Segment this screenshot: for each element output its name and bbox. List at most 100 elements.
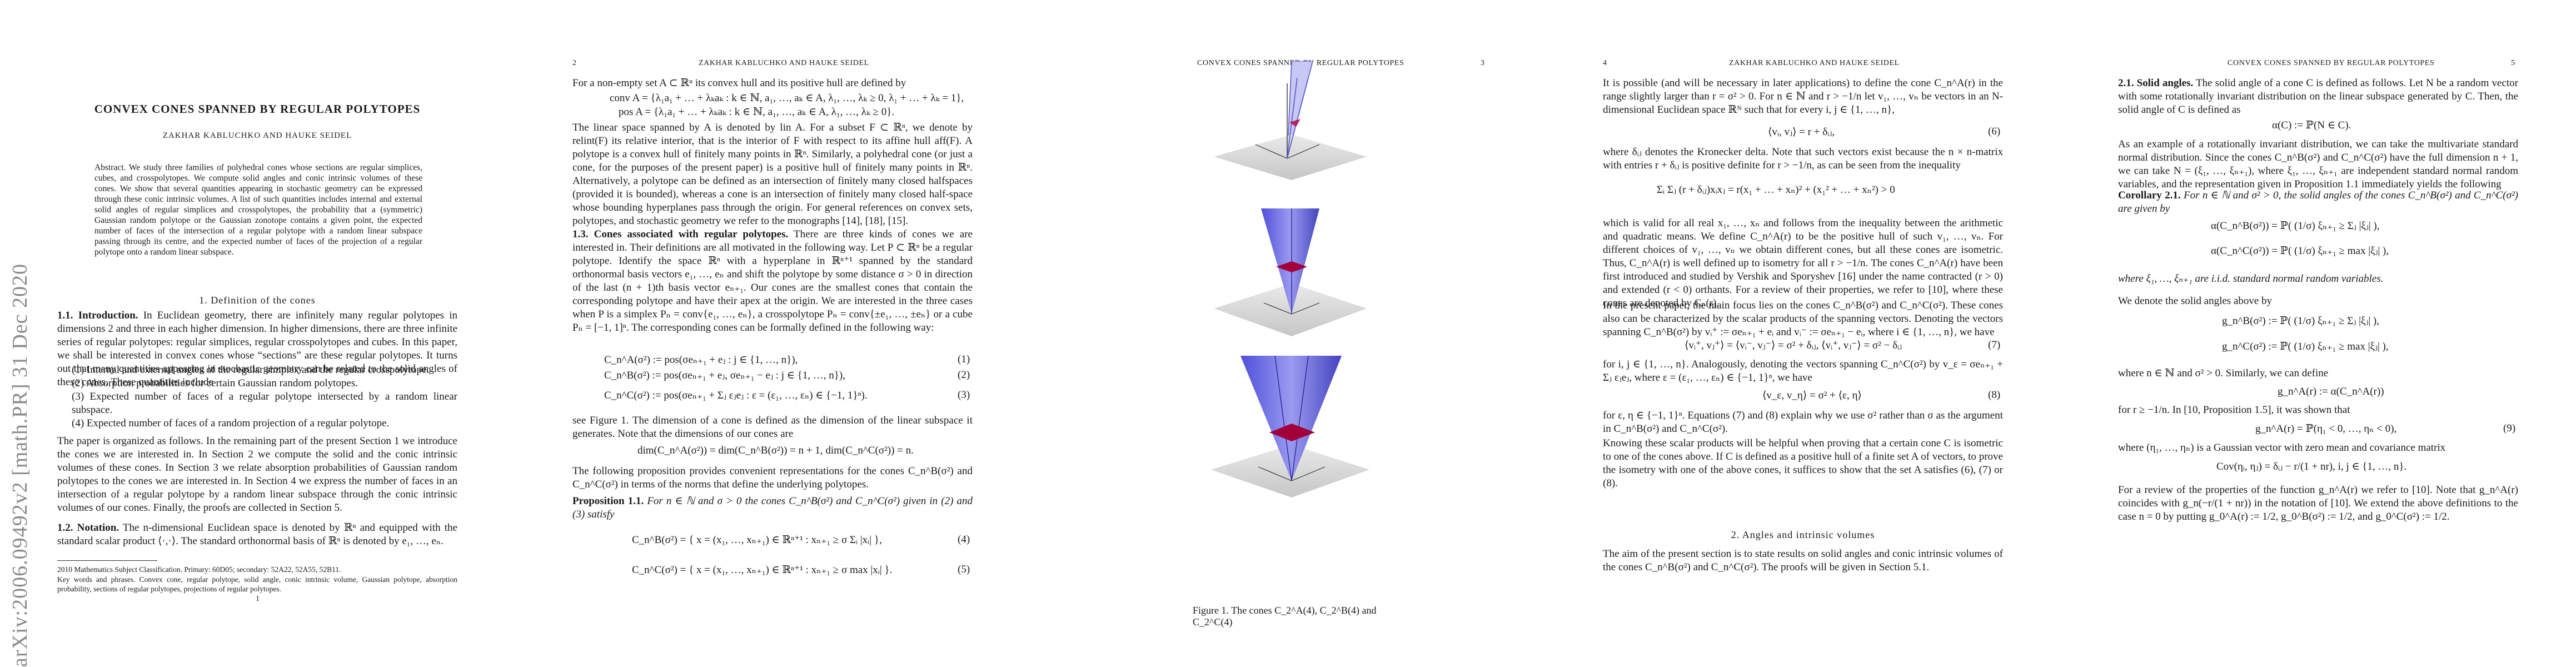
equation-dim: dim(C_n^A(σ²)) = dim(C_n^B(σ²)) = n + 1,… <box>637 445 914 456</box>
section-2-1: 2.1. Solid angles. The solid angle of a … <box>2118 77 2518 117</box>
corollary-2-1: Corollary 2.1. For n ∈ ℕ and σ² > 0, the… <box>2118 189 2518 216</box>
cone-simplex <box>1214 61 1367 180</box>
sigma-paragraph: for ε, η ∈ {−1, 1}ⁿ. Equations (7) and (… <box>1603 410 2003 435</box>
kronecker-paragraph: where δᵢⱼ denotes the Kronecker delta. N… <box>1603 146 2003 171</box>
running-head-number: 3 <box>1481 59 1485 67</box>
section-2-1-heading: 2.1. Solid angles. <box>2118 77 2194 89</box>
plane <box>1214 283 1367 336</box>
equation-g-b: g_n^B(σ²) := ℙ( (1/σ) ξₙ₊₁ ≥ Σⱼ |ξⱼ| ), <box>2222 315 2379 327</box>
page-5: CONVEX CONES SPANNED BY REGULAR POLYTOPE… <box>2061 0 2576 667</box>
paper-authors: ZAKHAR KABLUCHKO AND HAUKE SEIDEL <box>162 131 352 140</box>
list-item: (1) Internal and external angles of the … <box>72 364 430 376</box>
proposition-heading: Proposition 1.1. <box>572 495 644 507</box>
equation-6: ⟨vᵢ, vⱼ⟩ = r + δᵢⱼ, <box>1768 126 1835 138</box>
figure-caption: Figure 1. The cones C_2^A(4), C_2^B(4) a… <box>1193 605 1377 628</box>
section-1-3: 1.3. Cones associated with regular polyt… <box>572 228 973 335</box>
axis <box>1263 302 1292 315</box>
intro-heading: 1.1. Introduction. <box>57 310 138 321</box>
running-head: ZAKHAR KABLUCHKO AND HAUKE SEIDEL <box>1729 59 1900 67</box>
section-heading-2: 2. Angles and intrinsic volumes <box>1731 529 1875 540</box>
arxiv-stamp: arXiv:2006.09492v2 [math.PR] 31 Dec 2020 <box>8 263 32 667</box>
equation-g-c: g_n^C(σ²) := ℙ( (1/σ) ξₙ₊₁ ≥ max |ξⱼ| ), <box>2222 341 2389 352</box>
cone-edge <box>1274 355 1292 481</box>
equation-8: ⟨v_ε, v_η⟩ = σ² + ⟨ε, η⟩ <box>1762 390 1862 401</box>
page-3: CONVEX CONES SPANNED BY REGULAR POLYTOPE… <box>1030 0 1546 667</box>
section-crosspolytope <box>1276 261 1307 272</box>
section-2-intro: The aim of the present section is to sta… <box>1603 548 2003 573</box>
footnote-rule <box>57 560 157 561</box>
section-heading-1: 1. Definition of the cones <box>199 295 316 306</box>
page-1: arXiv:2006.09492v2 [math.PR] 31 Dec 2020… <box>0 0 515 667</box>
cone-crosspolytope <box>1214 208 1367 336</box>
list-item: (3) Expected number of faces of a regula… <box>72 391 457 416</box>
definitions-paragraph: The linear space spanned by A is denoted… <box>572 122 973 227</box>
section-2-1-text: The solid angle of a cone C is defined a… <box>2118 77 2518 116</box>
notation-heading: 1.2. Notation. <box>57 522 119 534</box>
equation-pos: pos A = {λ₁a₁ + … + λₖaₖ : k ∈ ℕ, a₁, …,… <box>619 106 895 118</box>
corollary-text: For n ∈ ℕ and σ² > 0, the solid angles o… <box>2118 190 2518 215</box>
equation-number-8: (8) <box>1988 389 2001 401</box>
cube-vectors-paragraph: for i, j ∈ {1, …, n}. Analogously, denot… <box>1603 359 2003 384</box>
equation-conv: conv A = {λ₁a₁ + … + λₖaₖ : k ∈ ℕ, a₁, …… <box>610 92 964 104</box>
review-paragraph: For a review of the properties of the fu… <box>2118 484 2518 522</box>
footnote-msc: 2010 Mathematics Subject Classification.… <box>57 565 341 574</box>
equation-1: C_n^A(σ²) := pos(σeₙ₊₁ + eⱼ : j ∈ {1, …,… <box>604 354 798 366</box>
gaussian-paragraph: As an example of a rotationally invarian… <box>2118 138 2518 190</box>
equation-number-2: (2) <box>958 369 970 381</box>
dimension-paragraph: see Figure 1. The dimension of a cone is… <box>572 415 973 440</box>
proposition-1-1: Proposition 1.1. For n ∈ ℕ and σ > 0 the… <box>572 495 973 521</box>
list-item: (2) Absorption probabilities for certain… <box>72 377 358 389</box>
equation-covariance: Cov(ηᵢ, ηⱼ) = δᵢⱼ − r/(1 + nr), i, j ∈ {… <box>2216 461 2407 472</box>
page-number: 1 <box>256 595 260 603</box>
equation-alpha-b: α(C_n^B(σ²)) = ℙ( (1/σ) ξₙ₊₁ ≥ Σⱼ |ξⱼ| )… <box>2211 220 2380 232</box>
list-item: (4) Expected number of faces of a random… <box>72 417 390 429</box>
intro-paragraph: 1.1. Introduction. In Euclidean geometry… <box>57 309 457 389</box>
section-1-3-heading: 1.3. Cones associated with regular polyt… <box>572 228 789 240</box>
iid-note: where ξ₁, …, ξₙ₊₁ are i.i.d. standard no… <box>2118 273 2384 285</box>
corollary-heading: Corollary 2.1. <box>2118 190 2181 201</box>
equation-3: C_n^C(σ²) := pos(σeₙ₊₁ + Σⱼ εⱼeⱼ : ε = (… <box>604 390 868 401</box>
running-head: ZAKHAR KABLUCHKO AND HAUKE SEIDEL <box>699 59 869 67</box>
equation-number-6: (6) <box>1988 126 2001 137</box>
equation-inequality: Σᵢ Σⱼ (r + δᵢⱼ)xᵢxⱼ = r(x₁ + … + xₙ)² + … <box>1657 184 1895 196</box>
figure-1-cones <box>1211 61 1369 497</box>
cone-surface <box>1240 356 1342 481</box>
axis <box>1255 144 1288 159</box>
axis <box>1258 466 1292 481</box>
organization-paragraph: The paper is organized as follows. In th… <box>57 435 457 514</box>
abstract: Abstract. We study three families of pol… <box>94 163 422 257</box>
cone-edge <box>1291 355 1309 481</box>
proposition-intro: The following proposition provides conve… <box>572 465 973 490</box>
section-simplex <box>1289 119 1301 127</box>
cone-edge <box>1287 77 1309 159</box>
equation-2: C_n^B(σ²) := pos(σeₙ₊₁ + eⱼ, σeₙ₊₁ − eⱼ … <box>604 370 845 381</box>
section-1-3-text: There are three kinds of cones we are in… <box>572 228 973 334</box>
page-2: 2 ZAKHAR KABLUCHKO AND HAUKE SEIDEL For … <box>515 0 1030 667</box>
well-defined-paragraph: which is valid for all real x₁, …, xₙ an… <box>1603 217 2003 309</box>
page-4: 4 ZAKHAR KABLUCHKO AND HAUKE SEIDEL It i… <box>1546 0 2061 667</box>
equation-alpha-c: α(C_n^C(σ²)) = ℙ( (1/σ) ξₙ₊₁ ≥ max |ξⱼ| … <box>2211 245 2389 257</box>
equation-7: ⟨vᵢ⁺, vⱼ⁺⟩ = ⟨vᵢ⁻, vⱼ⁻⟩ = σ² + δᵢⱼ, ⟨vᵢ⁺… <box>1685 340 1902 351</box>
quantities-list: (1) Internal and external angles of the … <box>57 364 457 430</box>
running-head-number: 2 <box>572 59 577 67</box>
covariance-paragraph: where (η₁, …, ηₙ) is a Gaussian vector w… <box>2118 442 2446 454</box>
denote-paragraph: We denote the solid angles above by <box>2118 295 2273 307</box>
running-head-number: 4 <box>1603 59 1607 67</box>
equation-solid-angle: α(C) := ℙ(N ∈ C). <box>2272 120 2351 131</box>
proposition-reference: for r ≥ −1/n. In [10, Proposition 1.5], … <box>2118 404 2350 416</box>
running-head: CONVEX CONES SPANNED BY REGULAR POLYTOPE… <box>2228 59 2435 67</box>
footnote-keywords: Key words and phrases. Convex cone, regu… <box>57 575 457 593</box>
proposition-text: For n ∈ ℕ and σ > 0 the cones C_n^B(σ²) … <box>572 495 973 520</box>
axis <box>1287 144 1320 159</box>
scalar-products-paragraph: In the present paper, the main focus lie… <box>1603 300 2003 338</box>
define-paragraph: where n ∈ ℕ and σ² > 0. Similarly, we ca… <box>2118 367 2329 379</box>
intro-text: In Euclidean geometry, there are infinit… <box>57 310 457 388</box>
equation-number-9: (9) <box>2503 422 2516 434</box>
equation-4: C_n^B(σ²) = { x = (x₁, …, xₙ₊₁) ∈ ℝⁿ⁺¹ :… <box>632 534 882 546</box>
paper-title: CONVEX CONES SPANNED BY REGULAR POLYTOPE… <box>94 102 421 116</box>
equation-number-4: (4) <box>958 534 970 545</box>
hull-intro: For a non-empty set A ⊂ ℝⁿ its convex hu… <box>572 77 906 89</box>
equation-number-3: (3) <box>958 389 970 401</box>
axis <box>1291 466 1326 481</box>
cone-a-definition: It is possible (and will be necessary in… <box>1603 77 2003 116</box>
